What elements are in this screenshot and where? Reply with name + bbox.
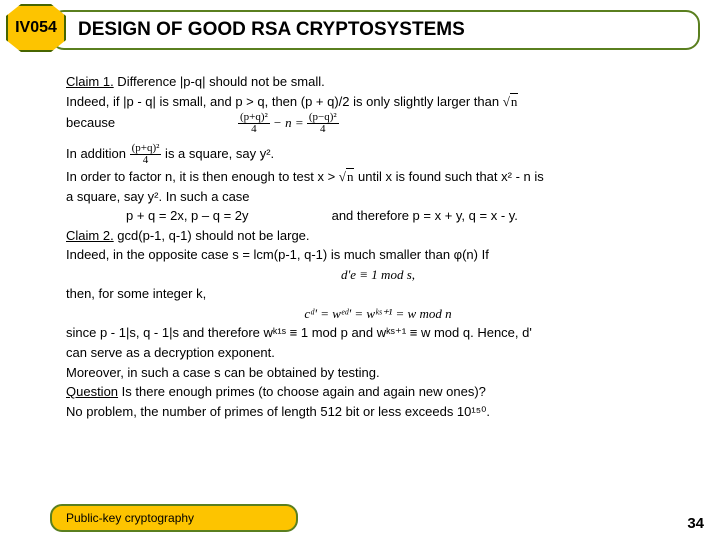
line3: In addition (p+q)²4 is a square, say y². [66, 143, 690, 166]
code-badge: IV054 [6, 4, 66, 52]
title-text: DESIGN OF GOOD RSA CRYPTOSYSTEMS [78, 19, 465, 41]
slide-body: Claim 1. Difference |p-q| should not be … [0, 55, 720, 420]
line4: In order to factor n, it is then enough … [66, 168, 690, 186]
line2b-row: because (p+q)²4 − n = (p−q)²4 [66, 112, 690, 135]
line6-left: p + q = 2x, p – q = 2y [66, 208, 249, 223]
line3b: is a square, say y². [161, 146, 274, 161]
line9: then, for some integer k, [66, 285, 690, 303]
formula-cd: cᵈ' = wᵉᵈ' = wᵏˢ⁺¹ = w mod n [66, 305, 690, 323]
minus-n: − n = [270, 115, 307, 130]
line4b: until x is found such that x² - n is [354, 169, 543, 184]
sqrt-n-icon: n [503, 93, 519, 111]
line6-right: and therefore p = x + y, q = x - y. [332, 208, 518, 223]
line11: can serve as a decryption exponent. [66, 344, 690, 362]
line2b: because [66, 115, 115, 130]
footer-label: Public-key cryptography [66, 511, 194, 525]
line8: Indeed, in the opposite case s = lcm(p-1… [66, 246, 690, 264]
line2a: Indeed, if |p - q| is small, and p > q, … [66, 94, 503, 109]
claim2-line: Claim 2. gcd(p-1, q-1) should not be lar… [66, 227, 690, 245]
claim1-label: Claim 1. [66, 74, 114, 89]
footer-bar: Public-key cryptography [50, 504, 298, 532]
line14: No problem, the number of primes of leng… [66, 403, 690, 421]
frac3: (p+q)²4 [130, 143, 162, 166]
claim2-label: Claim 2. [66, 228, 114, 243]
line12: Moreover, in such a case s can be obtain… [66, 364, 690, 382]
line5: a square, say y². In such a case [66, 188, 690, 206]
question-line: Question Is there enough primes (to choo… [66, 383, 690, 401]
code-text: IV054 [15, 19, 57, 37]
sqrt-n-icon2: n [339, 168, 355, 186]
frac1: (p+q)²4 [238, 112, 270, 135]
slide-header: IV054 DESIGN OF GOOD RSA CRYPTOSYSTEMS [0, 0, 720, 55]
claim2-text: gcd(p-1, q-1) should not be large. [114, 228, 310, 243]
claim1-line: Claim 1. Difference |p-q| should not be … [66, 73, 690, 91]
page-number: 34 [687, 515, 704, 532]
question-text: Is there enough primes (to choose again … [118, 384, 486, 399]
question-label: Question [66, 384, 118, 399]
line4a: In order to factor n, it is then enough … [66, 169, 339, 184]
line3a: In addition [66, 146, 130, 161]
line6: p + q = 2x, p – q = 2y and therefore p =… [66, 207, 690, 225]
frac2: (p−q)²4 [307, 112, 339, 135]
line2: Indeed, if |p - q| is small, and p > q, … [66, 93, 690, 111]
formula-de: d'e ≡ 1 mod s, [66, 266, 690, 284]
title-bar: DESIGN OF GOOD RSA CRYPTOSYSTEMS [50, 10, 700, 50]
claim1-text: Difference |p-q| should not be small. [114, 74, 325, 89]
line10: since p - 1|s, q - 1|s and therefore wᵏ¹… [66, 324, 690, 342]
